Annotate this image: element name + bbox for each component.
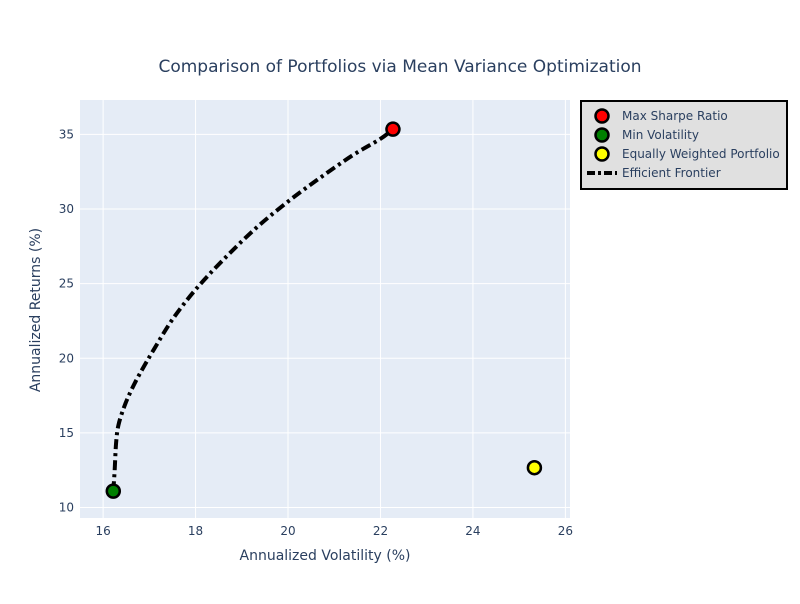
legend-label-equally-weighted-portfolio[interactable]: Equally Weighted Portfolio xyxy=(622,147,780,161)
y-tick-label: 15 xyxy=(59,426,74,440)
legend[interactable]: Max Sharpe Ratio Min Volatility Equally We… xyxy=(580,100,788,190)
x-axis-title: Annualized Volatility (%) xyxy=(240,548,411,564)
legend-label-max-sharpe-ratio[interactable]: Max Sharpe Ratio xyxy=(622,109,728,123)
min-volatility-marker[interactable] xyxy=(105,483,122,499)
y-tick-label: 20 xyxy=(59,351,74,365)
series-layer xyxy=(105,121,543,499)
grid-lines xyxy=(80,100,570,518)
x-tick-label: 26 xyxy=(558,524,573,538)
y-tick-label: 35 xyxy=(59,127,74,141)
max-sharpe-ratio-marker[interactable] xyxy=(385,121,401,137)
equally-weighted-portfolio-marker[interactable] xyxy=(526,459,543,476)
y-axis-title: Annualized Returns (%) xyxy=(28,228,44,392)
legend-label-efficient-frontier[interactable]: Efficient Frontier xyxy=(622,166,721,180)
legend-swatch-equally-weighted-portfolio xyxy=(594,146,610,162)
y-tick-label: 30 xyxy=(59,202,74,216)
x-tick-label: 18 xyxy=(188,524,203,538)
y-tick-label: 25 xyxy=(59,277,74,291)
legend-label-min-volatility[interactable]: Min Volatility xyxy=(622,128,699,142)
plot-area xyxy=(80,100,570,518)
x-axis-ticks: 16 18 20 22 24 26 xyxy=(95,524,573,538)
x-tick-label: 20 xyxy=(280,524,295,538)
x-tick-label: 22 xyxy=(373,524,388,538)
x-tick-label: 24 xyxy=(465,524,480,538)
legend-box xyxy=(580,100,788,190)
efficient-frontier-line xyxy=(111,127,395,492)
legend-swatch-min-volatility xyxy=(594,127,610,143)
y-axis-ticks: 10 15 20 25 30 35 xyxy=(59,127,74,514)
x-tick-label: 16 xyxy=(95,524,110,538)
legend-swatch-max-sharpe-ratio xyxy=(594,108,610,124)
y-tick-label: 10 xyxy=(59,501,74,515)
chart-title: Comparison of Portfolios via Mean Varian… xyxy=(158,57,641,77)
